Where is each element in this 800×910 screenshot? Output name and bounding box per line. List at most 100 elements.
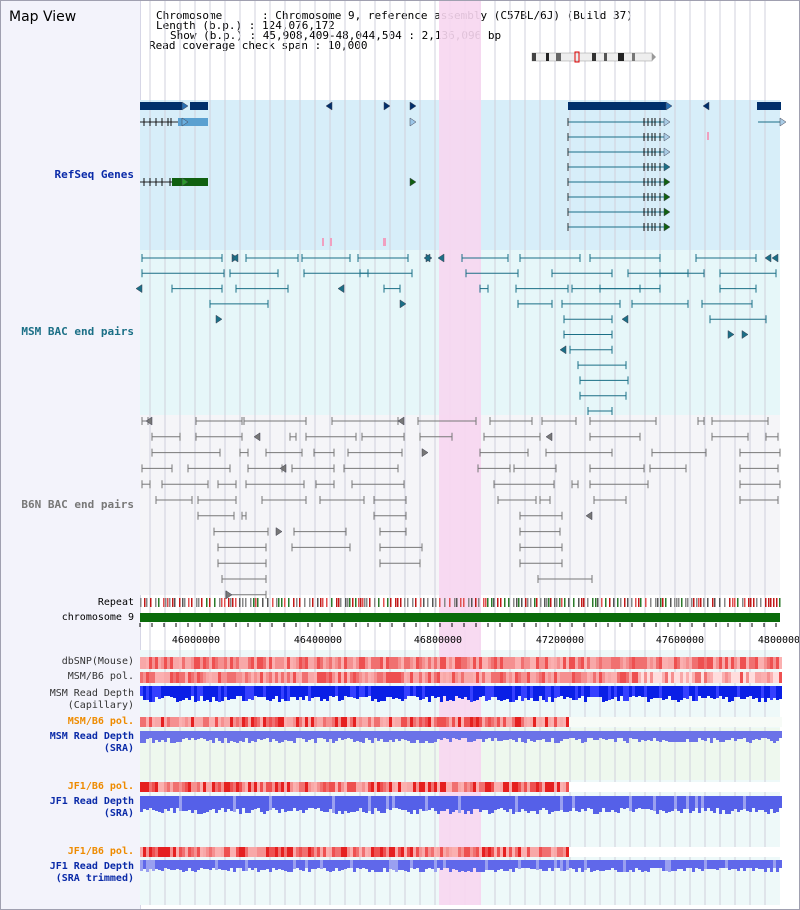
- pol-cell: [311, 717, 314, 727]
- pol-cell: [779, 782, 782, 792]
- pol-cell: [512, 782, 515, 792]
- pol-cell: [659, 672, 662, 683]
- pol-cell: [194, 847, 197, 857]
- pol-cell: [395, 847, 398, 857]
- pol-cell: [476, 672, 479, 683]
- depth-cell: [200, 860, 203, 868]
- depth-cell: [767, 731, 770, 739]
- depth-cell: [380, 731, 383, 739]
- dbsnp-cell: [266, 657, 269, 669]
- msm-bac-label[interactable]: MSM BAC end pairs: [21, 325, 134, 338]
- depth-cell: [146, 860, 149, 872]
- depth-cell: [272, 686, 275, 699]
- pol-cell: [758, 672, 761, 683]
- pol-cell: [467, 717, 470, 727]
- pol-cell: [635, 672, 638, 683]
- msm-pol-sra-label: MSM/B6 pol.: [67, 716, 134, 727]
- depth-cell: [179, 796, 182, 811]
- pol-cell: [431, 672, 434, 683]
- depth-cell: [269, 796, 272, 810]
- depth-cell: [563, 686, 566, 699]
- depth-cell: [662, 686, 665, 700]
- depth-cell: [392, 686, 395, 699]
- dbsnp-cell: [371, 657, 374, 669]
- strand-arrow: [437, 253, 445, 263]
- depth-cell: [557, 686, 560, 697]
- dbsnp-cell: [665, 657, 668, 669]
- pol-cell: [494, 782, 497, 792]
- depth-cell: [161, 796, 164, 813]
- pol-cell: [680, 717, 683, 727]
- pol-cell: [749, 717, 752, 727]
- pol-cell: [140, 717, 143, 727]
- depth-cell: [233, 796, 236, 812]
- depth-cell: [704, 796, 707, 811]
- refseq-genes-label[interactable]: RefSeq Genes: [54, 168, 134, 181]
- pol-cell: [650, 672, 653, 683]
- depth-cell: [464, 731, 467, 738]
- pol-cell: [521, 717, 524, 727]
- dbsnp-cell: [545, 657, 548, 669]
- depth-cell: [767, 686, 770, 698]
- depth-cell: [278, 731, 281, 743]
- repeat-element: [691, 598, 693, 607]
- gene-block: [178, 118, 208, 126]
- pol-cell: [326, 847, 329, 857]
- depth-cell: [767, 860, 770, 868]
- pol-cell: [251, 717, 254, 727]
- depth-cell: [758, 796, 761, 810]
- depth-cell: [287, 731, 290, 741]
- pol-cell: [368, 672, 371, 683]
- strand-arrow: [145, 416, 153, 426]
- depth-cell: [368, 686, 371, 696]
- strand-arrow: [215, 314, 223, 324]
- dbsnp-cell: [353, 657, 356, 669]
- depth-cell: [554, 731, 557, 743]
- b6n-bac-label[interactable]: B6N BAC end pairs: [21, 498, 134, 511]
- pol-cell: [326, 717, 329, 727]
- pol-cell: [554, 847, 557, 857]
- pol-cell: [278, 717, 281, 727]
- pol-cell: [347, 717, 350, 727]
- depth-cell: [323, 860, 326, 868]
- pol-cell: [647, 672, 650, 683]
- pol-cell: [260, 782, 263, 792]
- pol-cell: [182, 847, 185, 857]
- depth-cell: [431, 796, 434, 808]
- depth-cell: [629, 686, 632, 697]
- repeat-element: [540, 598, 542, 607]
- repeat-element: [475, 598, 477, 607]
- pol-cell: [737, 717, 740, 727]
- repeat-element: [281, 598, 283, 607]
- depth-cell: [674, 731, 677, 742]
- depth-cell: [218, 860, 221, 869]
- pol-cell: [386, 847, 389, 857]
- dbsnp-cell: [443, 657, 446, 669]
- depth-cell: [641, 796, 644, 809]
- pol-cell: [452, 782, 455, 792]
- repeat-element: [288, 598, 290, 607]
- dbsnp-cell: [242, 657, 245, 669]
- pol-cell: [350, 782, 353, 792]
- depth-cell: [545, 860, 548, 871]
- pol-cell: [608, 717, 611, 727]
- depth-cell: [521, 686, 524, 701]
- depth-cell: [476, 686, 479, 700]
- pol-cell: [305, 782, 308, 792]
- depth-cell: [203, 731, 206, 739]
- dbsnp-cell: [713, 657, 716, 669]
- pol-cell: [152, 717, 155, 727]
- depth-cell: [239, 731, 242, 741]
- dbsnp-cell: [158, 657, 161, 669]
- depth-cell: [746, 686, 749, 697]
- pol-cell: [215, 717, 218, 727]
- depth-cell: [689, 796, 692, 813]
- pol-cell: [584, 672, 587, 683]
- pol-cell: [464, 782, 467, 792]
- pol-cell: [683, 847, 686, 857]
- pol-cell: [398, 847, 401, 857]
- pol-cell: [473, 717, 476, 727]
- pol-cell: [377, 717, 380, 727]
- repeat-element: [681, 598, 683, 607]
